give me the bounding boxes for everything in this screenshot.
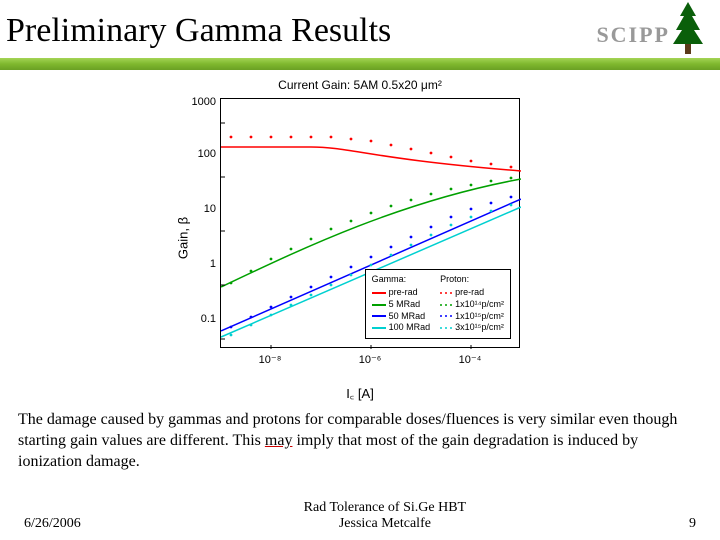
org-logo-text: SCIPP	[596, 22, 670, 48]
body-may: may	[265, 432, 293, 449]
legend-row: pre-rad	[372, 287, 431, 299]
ytick: 1	[188, 258, 216, 270]
chart-legend: Gamma: pre-rad5 MRad50 MRad100 MRad Prot…	[365, 269, 511, 339]
chart-title: Current Gain: 5AM 0.5x20 μm²	[170, 78, 550, 92]
ytick: 10	[188, 203, 216, 215]
footer-page: 9	[689, 516, 696, 532]
xtick: 10⁻⁶	[359, 353, 382, 366]
ytick: 0.1	[188, 313, 216, 325]
body-paragraph: The damage caused by gammas and protons …	[0, 398, 720, 472]
slide-footer: 6/26/2006 Rad Tolerance of Si.Ge HBT Jes…	[0, 500, 720, 532]
xtick: 10⁻⁴	[459, 353, 482, 366]
legend-row: 100 MRad	[372, 322, 431, 334]
header-divider	[0, 58, 720, 70]
ytick: 1000	[188, 96, 216, 108]
legend-row: 1x10¹⁵p/cm²	[440, 311, 504, 323]
footer-line1: Rad Tolerance of Si.Ge HBT	[81, 500, 689, 516]
chart-container: Current Gain: 5AM 0.5x20 μm² Gain, β 100…	[0, 78, 720, 398]
legend-row: pre-rad	[440, 287, 504, 299]
footer-date: 6/26/2006	[24, 516, 81, 532]
legend-row: 1x10¹⁴p/cm²	[440, 299, 504, 311]
tree-icon	[668, 0, 708, 56]
plot-area: Gamma: pre-rad5 MRad50 MRad100 MRad Prot…	[220, 98, 520, 348]
x-axis-label: I꜀ [A]	[346, 384, 374, 402]
legend-gamma-head: Gamma:	[372, 274, 431, 286]
legend-row: 5 MRad	[372, 299, 431, 311]
xtick: 10⁻⁸	[259, 353, 282, 366]
y-axis-label: Gain, β	[176, 217, 191, 259]
legend-row: 50 MRad	[372, 311, 431, 323]
ytick: 100	[188, 148, 216, 160]
footer-line2: Jessica Metcalfe	[81, 516, 689, 532]
legend-proton-head: Proton:	[440, 274, 504, 286]
slide-header: Preliminary Gamma Results SCIPP	[0, 0, 720, 70]
legend-row: 3x10¹⁵p/cm²	[440, 322, 504, 334]
